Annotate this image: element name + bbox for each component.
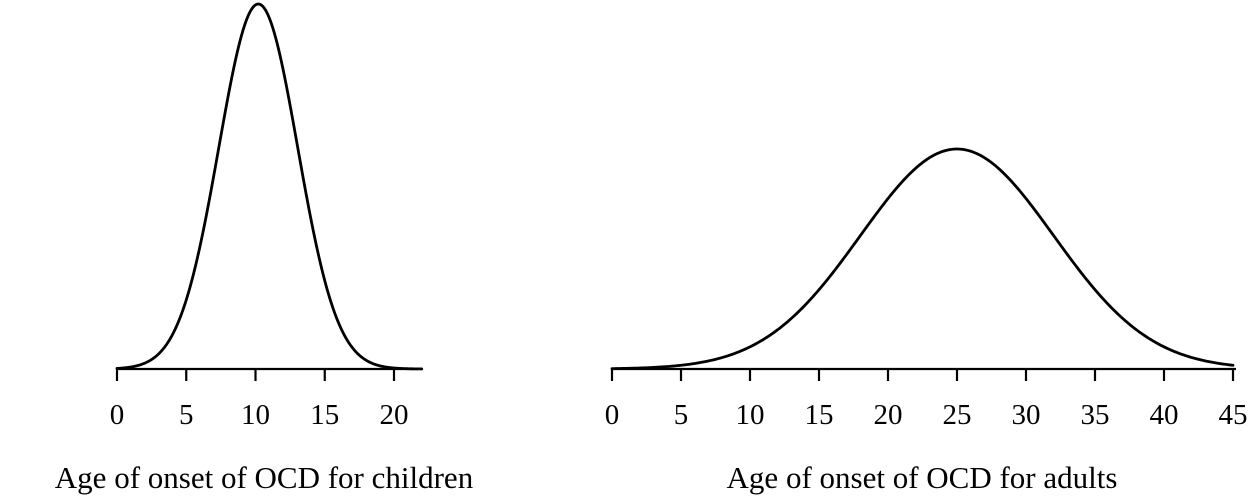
x-tick-label: 0 <box>605 399 620 431</box>
children-x-axis-title: Age of onset of OCD for children <box>55 460 474 495</box>
x-tick-label: 0 <box>110 399 125 431</box>
x-tick-label: 5 <box>179 399 194 431</box>
adults-density-curve <box>610 147 1235 371</box>
x-tick-label: 10 <box>736 399 765 431</box>
x-tick-label: 20 <box>874 399 903 431</box>
x-tick-label: 45 <box>1219 399 1248 431</box>
children-onset-chart: 0 5 10 15 20 Age of onset of OCD for childre… <box>55 2 474 495</box>
x-tick-label: 5 <box>674 399 689 431</box>
x-tick-label: 40 <box>1150 399 1179 431</box>
x-tick-label: 30 <box>1012 399 1041 431</box>
adults-x-ticks: 0 5 10 15 20 25 30 35 40 45 <box>605 369 1248 431</box>
adults-x-axis-title: Age of onset of OCD for adults <box>727 460 1118 495</box>
x-tick-label: 20 <box>380 399 409 431</box>
adults-onset-chart: 0 5 10 15 20 25 30 35 40 45 Age of onset of OCD f… <box>605 147 1248 495</box>
x-tick-label: 35 <box>1081 399 1110 431</box>
x-tick-label: 25 <box>943 399 972 431</box>
children-density-curve <box>115 2 424 371</box>
x-tick-label: 15 <box>805 399 834 431</box>
x-tick-label: 15 <box>310 399 339 431</box>
x-tick-label: 10 <box>241 399 270 431</box>
children-x-ticks: 0 5 10 15 20 <box>110 369 409 431</box>
